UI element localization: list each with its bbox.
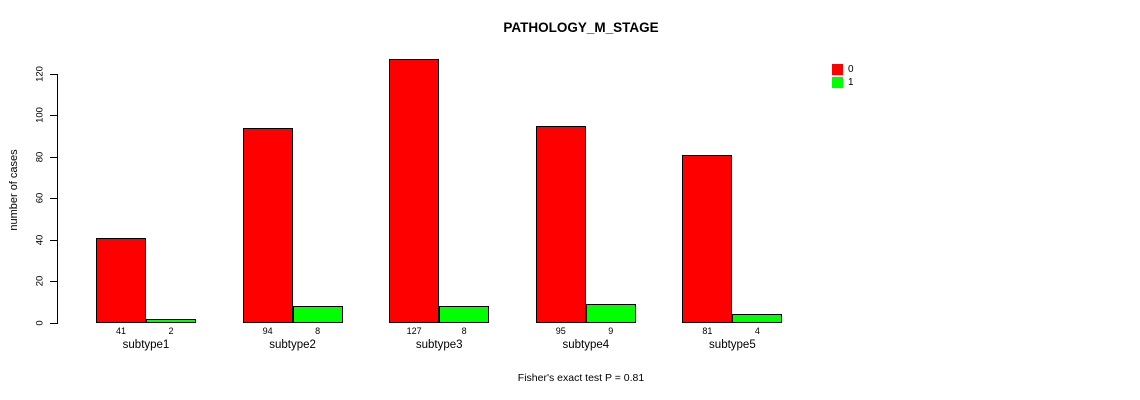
y-tick-mark (50, 156, 57, 158)
legend-swatch-series0 (832, 64, 843, 75)
bar-series0-subtype3 (389, 59, 440, 323)
bar-value-label: 4 (754, 326, 760, 336)
bar-value-label: 95 (555, 326, 566, 336)
x-category-label-subtype2: subtype2 (269, 339, 316, 351)
legend-item-0: 0 (832, 64, 854, 75)
x-category-label-subtype4: subtype4 (562, 339, 610, 351)
y-axis-title: number of cases (8, 149, 20, 231)
y-tick-label: 40 (34, 234, 46, 246)
y-axis-line (57, 74, 58, 324)
bar-value-label: 94 (262, 326, 273, 336)
x-category-label-subtype1: subtype1 (122, 339, 170, 351)
legend: 0 1 (832, 64, 854, 90)
bar-value-label: 41 (115, 326, 127, 336)
bar-value-label: 81 (702, 326, 713, 336)
bar-series1-subtype3 (439, 306, 490, 323)
bar-series0-subtype4 (535, 125, 586, 323)
bar-value-label: 8 (461, 326, 467, 336)
legend-item-1: 1 (832, 77, 854, 88)
bar-series1-subtype1 (146, 318, 196, 323)
bar-series1-subtype2 (292, 306, 343, 323)
bar-series1-subtype5 (732, 314, 783, 323)
y-tick-label: 100 (34, 107, 46, 124)
bar-value-label: 2 (168, 326, 174, 336)
chart-title: PATHOLOGY_M_STAGE (503, 20, 659, 35)
bar-series1-subtype4 (585, 304, 636, 323)
y-tick-label: 120 (34, 66, 46, 82)
bar-value-label: 127 (406, 326, 422, 336)
y-tick-mark (50, 239, 57, 241)
y-tick-mark (50, 198, 57, 200)
y-tick-label: 60 (34, 193, 46, 204)
y-tick-label: 80 (34, 151, 46, 163)
y-tick-mark (50, 322, 57, 324)
bar-series0-subtype1 (96, 237, 146, 323)
y-tick-label: 20 (34, 275, 46, 287)
y-tick-mark (50, 281, 57, 283)
bar-value-label: 8 (315, 326, 321, 336)
stat-test-note: Fisher's exact test P = 0.81 (517, 372, 645, 384)
bar-series0-subtype2 (242, 127, 293, 323)
bar-value-label: 9 (608, 326, 614, 336)
legend-swatch-series1 (832, 77, 843, 88)
y-tick-mark (50, 115, 57, 117)
x-category-label-subtype5: subtype5 (709, 339, 756, 351)
legend-label-series0: 0 (848, 64, 854, 75)
x-category-label-subtype3: subtype3 (415, 339, 463, 351)
bar-series0-subtype5 (682, 154, 733, 323)
y-tick-label: 0 (34, 320, 46, 326)
legend-label-series1: 1 (848, 77, 854, 88)
y-tick-mark (50, 74, 57, 75)
